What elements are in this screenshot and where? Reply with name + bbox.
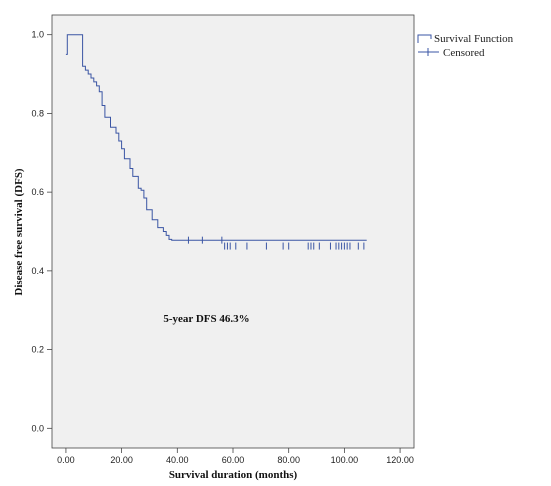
- x-axis-ticks: 0.00 20.00 40.00 60.00 80.00 100.00 120.00: [57, 448, 414, 465]
- y-tick-label: 0.8: [31, 108, 44, 118]
- x-axis-title: Survival duration (months): [169, 469, 298, 481]
- y-tick-label: 0.4: [31, 266, 44, 276]
- annotation-layer: 5-year DFS 46.3%: [163, 313, 249, 325]
- legend: Survival Function Censored: [417, 33, 514, 59]
- censor-layer: [187, 236, 365, 250]
- legend-survival-label: Survival Function: [434, 33, 514, 45]
- dfs-annotation: 5-year DFS 46.3%: [163, 313, 249, 325]
- series-layer: [65, 34, 367, 241]
- y-tick-label: 0.0: [31, 423, 44, 433]
- y-tick-label: 0.6: [31, 187, 44, 197]
- x-tick-label: 0.00: [57, 455, 75, 465]
- x-tick-label: 40.00: [166, 455, 189, 465]
- x-tick-label: 60.00: [222, 455, 245, 465]
- x-tick-label: 100.00: [331, 455, 359, 465]
- y-axis-title: Disease free survival (DFS): [13, 168, 25, 296]
- x-tick-label: 120.00: [386, 455, 414, 465]
- y-axis-ticks: 0.0 0.2 0.4 0.6 0.8 1.0: [31, 30, 52, 433]
- legend-censored-label: Censored: [443, 47, 485, 59]
- legend-survival-swatch: [417, 34, 432, 43]
- x-tick-label: 80.00: [277, 455, 300, 465]
- survival-function-line: [65, 34, 367, 241]
- y-tick-label: 1.0: [31, 30, 44, 40]
- plot-area: [51, 14, 415, 449]
- y-tick-label: 0.2: [31, 345, 44, 355]
- x-tick-label: 20.00: [110, 455, 133, 465]
